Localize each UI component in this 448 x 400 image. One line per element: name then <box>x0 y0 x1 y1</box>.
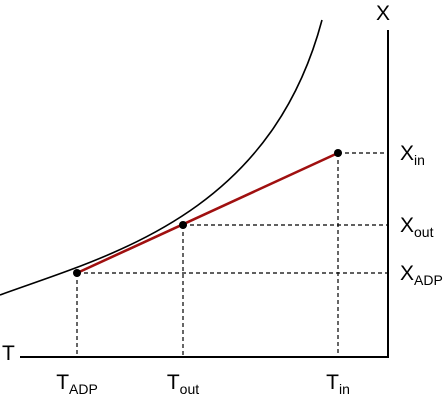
label-sub: ADP <box>69 381 98 397</box>
temperature-label: Tout <box>167 371 199 397</box>
y-axis-label: X <box>376 2 390 25</box>
label-sub: out <box>414 224 434 240</box>
x-axis-label: T <box>2 342 15 365</box>
label-sub: in <box>414 152 425 168</box>
humidity-label: Xin <box>400 142 425 168</box>
state-point <box>179 221 187 229</box>
label-main: X <box>400 262 414 285</box>
process-line <box>76 151 339 275</box>
state-point <box>334 149 342 157</box>
label-sub: ADP <box>414 272 443 288</box>
label-sub: out <box>180 381 200 397</box>
saturation-curve <box>0 19 323 296</box>
label-sub: in <box>339 381 350 397</box>
label-main: X <box>400 142 414 165</box>
label-main: T <box>56 371 69 394</box>
humidity-label: XADP <box>400 262 443 288</box>
temperature-label: TADP <box>56 371 98 397</box>
humidity-label: Xout <box>400 214 434 240</box>
label-main: T <box>167 371 180 394</box>
label-main: T <box>326 371 339 394</box>
state-point <box>73 269 81 277</box>
temperature-label: Tin <box>326 371 350 397</box>
label-main: X <box>400 214 414 237</box>
